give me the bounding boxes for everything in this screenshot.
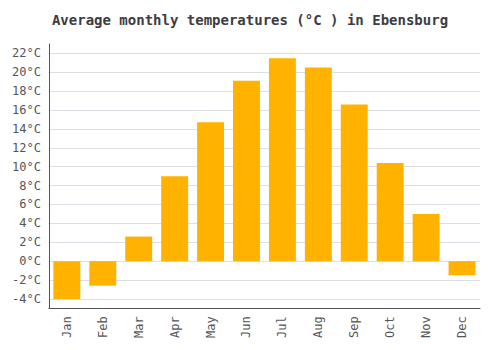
svg-text:2°C: 2°C [19, 235, 41, 249]
svg-text:-2°C: -2°C [12, 273, 41, 287]
svg-text:Apr: Apr [168, 316, 182, 338]
svg-text:Jul: Jul [275, 316, 289, 338]
svg-text:18°C: 18°C [12, 84, 41, 98]
svg-text:6°C: 6°C [19, 197, 41, 211]
svg-text:Jan: Jan [60, 316, 74, 338]
svg-text:Feb: Feb [96, 316, 110, 338]
svg-text:Dec: Dec [455, 316, 469, 338]
svg-text:22°C: 22°C [12, 46, 41, 60]
svg-text:May: May [204, 316, 218, 338]
svg-text:-4°C: -4°C [12, 292, 41, 306]
svg-text:12°C: 12°C [12, 141, 41, 155]
svg-text:4°C: 4°C [19, 216, 41, 230]
svg-text:10°C: 10°C [12, 160, 41, 174]
svg-text:16°C: 16°C [12, 103, 41, 117]
svg-text:0°C: 0°C [19, 254, 41, 268]
svg-text:8°C: 8°C [19, 179, 41, 193]
svg-text:20°C: 20°C [12, 65, 41, 79]
svg-text:Aug: Aug [311, 316, 325, 338]
svg-text:Sep: Sep [347, 316, 361, 338]
svg-text:Average monthly temperatures (: Average monthly temperatures (°C ) in Eb… [52, 12, 448, 28]
svg-text:Mar: Mar [132, 316, 146, 338]
svg-text:Nov: Nov [419, 316, 433, 338]
svg-text:Oct: Oct [383, 316, 397, 338]
svg-text:14°C: 14°C [12, 122, 41, 136]
svg-text:Jun: Jun [239, 316, 253, 338]
